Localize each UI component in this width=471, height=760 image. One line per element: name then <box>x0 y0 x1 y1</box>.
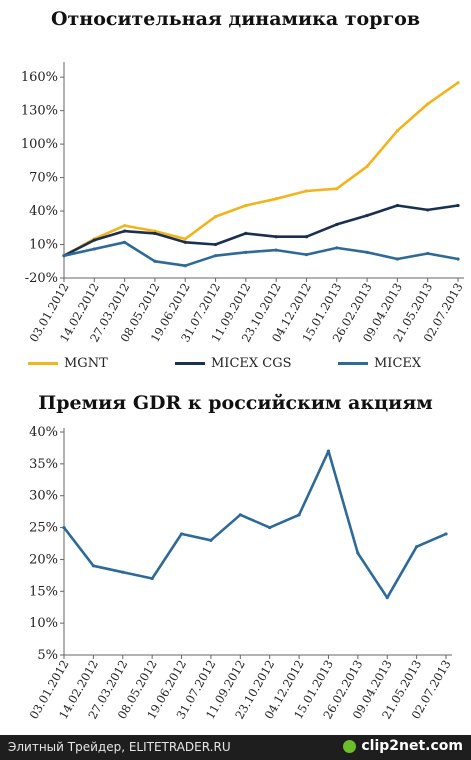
chart1-y-tick-label: 130% <box>21 104 58 119</box>
chart1-point-micex <box>426 251 430 256</box>
chart1-point-micex <box>395 257 399 261</box>
chart1-point-micex-cgs <box>395 203 399 208</box>
chart1-y-tick-label: 70% <box>29 171 58 186</box>
chart1-line-mgnt <box>63 81 459 257</box>
chart1-legend: MGNT MICEX CGS MICEX <box>0 356 471 376</box>
chart2-point-series-0 <box>297 513 301 517</box>
chart2-title: Премия GDR к российским акциям <box>38 392 433 414</box>
chart1-point-mgnt <box>244 203 248 208</box>
chart1-point-micex-cgs <box>153 231 157 235</box>
chart1-point-micex <box>304 252 309 257</box>
chart2-plot: 40%35%30%25%20%15%10%5%03.01.201214.02.2… <box>27 425 454 722</box>
chart2-point-series-0 <box>444 532 448 536</box>
chart1-point-micex-cgs <box>92 238 96 242</box>
chart1-point-micex <box>274 248 278 252</box>
footer-source-text: Элитный Трейдер, ELITETRADER.RU <box>8 740 231 754</box>
chart1-y-tick-label: 160% <box>21 70 58 85</box>
chart1-point-micex-cgs <box>456 203 460 208</box>
chart1-point-mgnt <box>395 129 399 133</box>
chart2-point-series-0 <box>121 570 125 574</box>
chart1-point-micex-cgs <box>213 242 218 247</box>
legend-swatch-mgnt <box>28 362 58 365</box>
chart1-point-micex <box>153 259 157 263</box>
chart2-point-series-0 <box>238 513 242 517</box>
legend-item-micex-cgs: MICEX CGS <box>175 356 292 371</box>
chart1-point-micex <box>365 250 369 254</box>
chart2-point-series-0 <box>356 551 360 555</box>
chart1-point-mgnt <box>426 102 430 106</box>
chart1-point-micex <box>335 246 339 250</box>
chart1-line-micex-cgs <box>63 204 459 257</box>
chart1-point-micex <box>62 254 66 258</box>
chart1-point-micex <box>183 264 187 268</box>
chart2-point-series-0 <box>91 564 95 568</box>
chart2-point-series-0 <box>415 545 419 549</box>
legend-item-mgnt: MGNT <box>28 356 108 371</box>
chart1-title: Относительная динамика торгов <box>50 8 421 30</box>
chart1-point-micex <box>213 254 218 258</box>
chart2-y-tick-label: 25% <box>29 521 58 536</box>
chart2-y-tick-label: 35% <box>29 457 58 472</box>
legend-label-micex-cgs: MICEX CGS <box>211 356 292 371</box>
legend-label-micex: MICEX <box>374 356 422 371</box>
chart1-point-mgnt <box>213 215 218 219</box>
chart2-y-tick-label: 20% <box>29 552 58 567</box>
clip2net-logo-icon <box>343 739 357 753</box>
chart1-point-micex-cgs <box>183 240 187 244</box>
chart2-point-series-0 <box>62 525 66 530</box>
chart2-point-series-0 <box>385 596 389 600</box>
chart1-y-tick-label: -20% <box>25 271 58 286</box>
chart1-point-mgnt <box>335 187 339 191</box>
footer-watermark: clip2net.com <box>343 738 463 754</box>
chart2-y-tick-label: 15% <box>29 584 58 599</box>
chart2-y-tick-label: 10% <box>29 616 58 631</box>
chart1-point-micex-cgs <box>244 231 248 235</box>
chart2-point-series-0 <box>150 576 154 581</box>
legend-swatch-micex-cgs <box>175 362 205 365</box>
footer-watermark-text: clip2net.com <box>361 738 463 754</box>
chart1-point-micex <box>123 240 127 244</box>
chart2-y-tick-label: 40% <box>29 425 58 440</box>
chart2-y-tick-label: 30% <box>29 489 58 504</box>
chart1-y-tick-label: 10% <box>29 238 58 253</box>
chart2-point-series-0 <box>326 449 331 453</box>
chart1-point-micex <box>244 250 248 254</box>
chart1-point-mgnt <box>153 229 157 233</box>
chart1-point-micex-cgs <box>365 213 369 218</box>
chart1-point-micex-cgs <box>335 222 339 227</box>
chart1-point-micex <box>92 247 96 251</box>
chart2-line-series-0 <box>62 449 447 600</box>
legend-swatch-micex <box>338 362 368 365</box>
chart1-y-tick-label: 100% <box>21 137 58 152</box>
legend-item-micex: MICEX <box>338 356 421 371</box>
chart2-y-tick-label: 5% <box>37 648 58 663</box>
chart1-point-micex <box>456 257 460 261</box>
chart1-point-mgnt <box>183 237 187 241</box>
chart1-plot: 160%130%100%70%40%10%-20%03.01.201214.02… <box>21 62 466 345</box>
chart1-y-tick-label: 40% <box>29 204 58 219</box>
chart1-point-mgnt <box>365 164 369 169</box>
chart1-point-micex-cgs <box>123 229 127 233</box>
legend-label-mgnt: MGNT <box>64 356 108 371</box>
chart1-point-mgnt <box>123 223 127 228</box>
chart2-point-series-0 <box>179 532 184 536</box>
chart1-point-micex-cgs <box>274 235 278 239</box>
chart1-point-mgnt <box>274 197 278 201</box>
chart1-point-micex-cgs <box>304 235 309 239</box>
chart2-point-series-0 <box>268 525 272 530</box>
chart1-point-mgnt <box>304 189 309 193</box>
chart2-point-series-0 <box>209 538 213 542</box>
footer-bar: Элитный Трейдер, ELITETRADER.RU clip2net… <box>0 735 471 760</box>
chart1-point-micex-cgs <box>426 208 430 212</box>
chart1-line-micex <box>63 241 459 268</box>
chart1-point-mgnt <box>456 81 460 85</box>
